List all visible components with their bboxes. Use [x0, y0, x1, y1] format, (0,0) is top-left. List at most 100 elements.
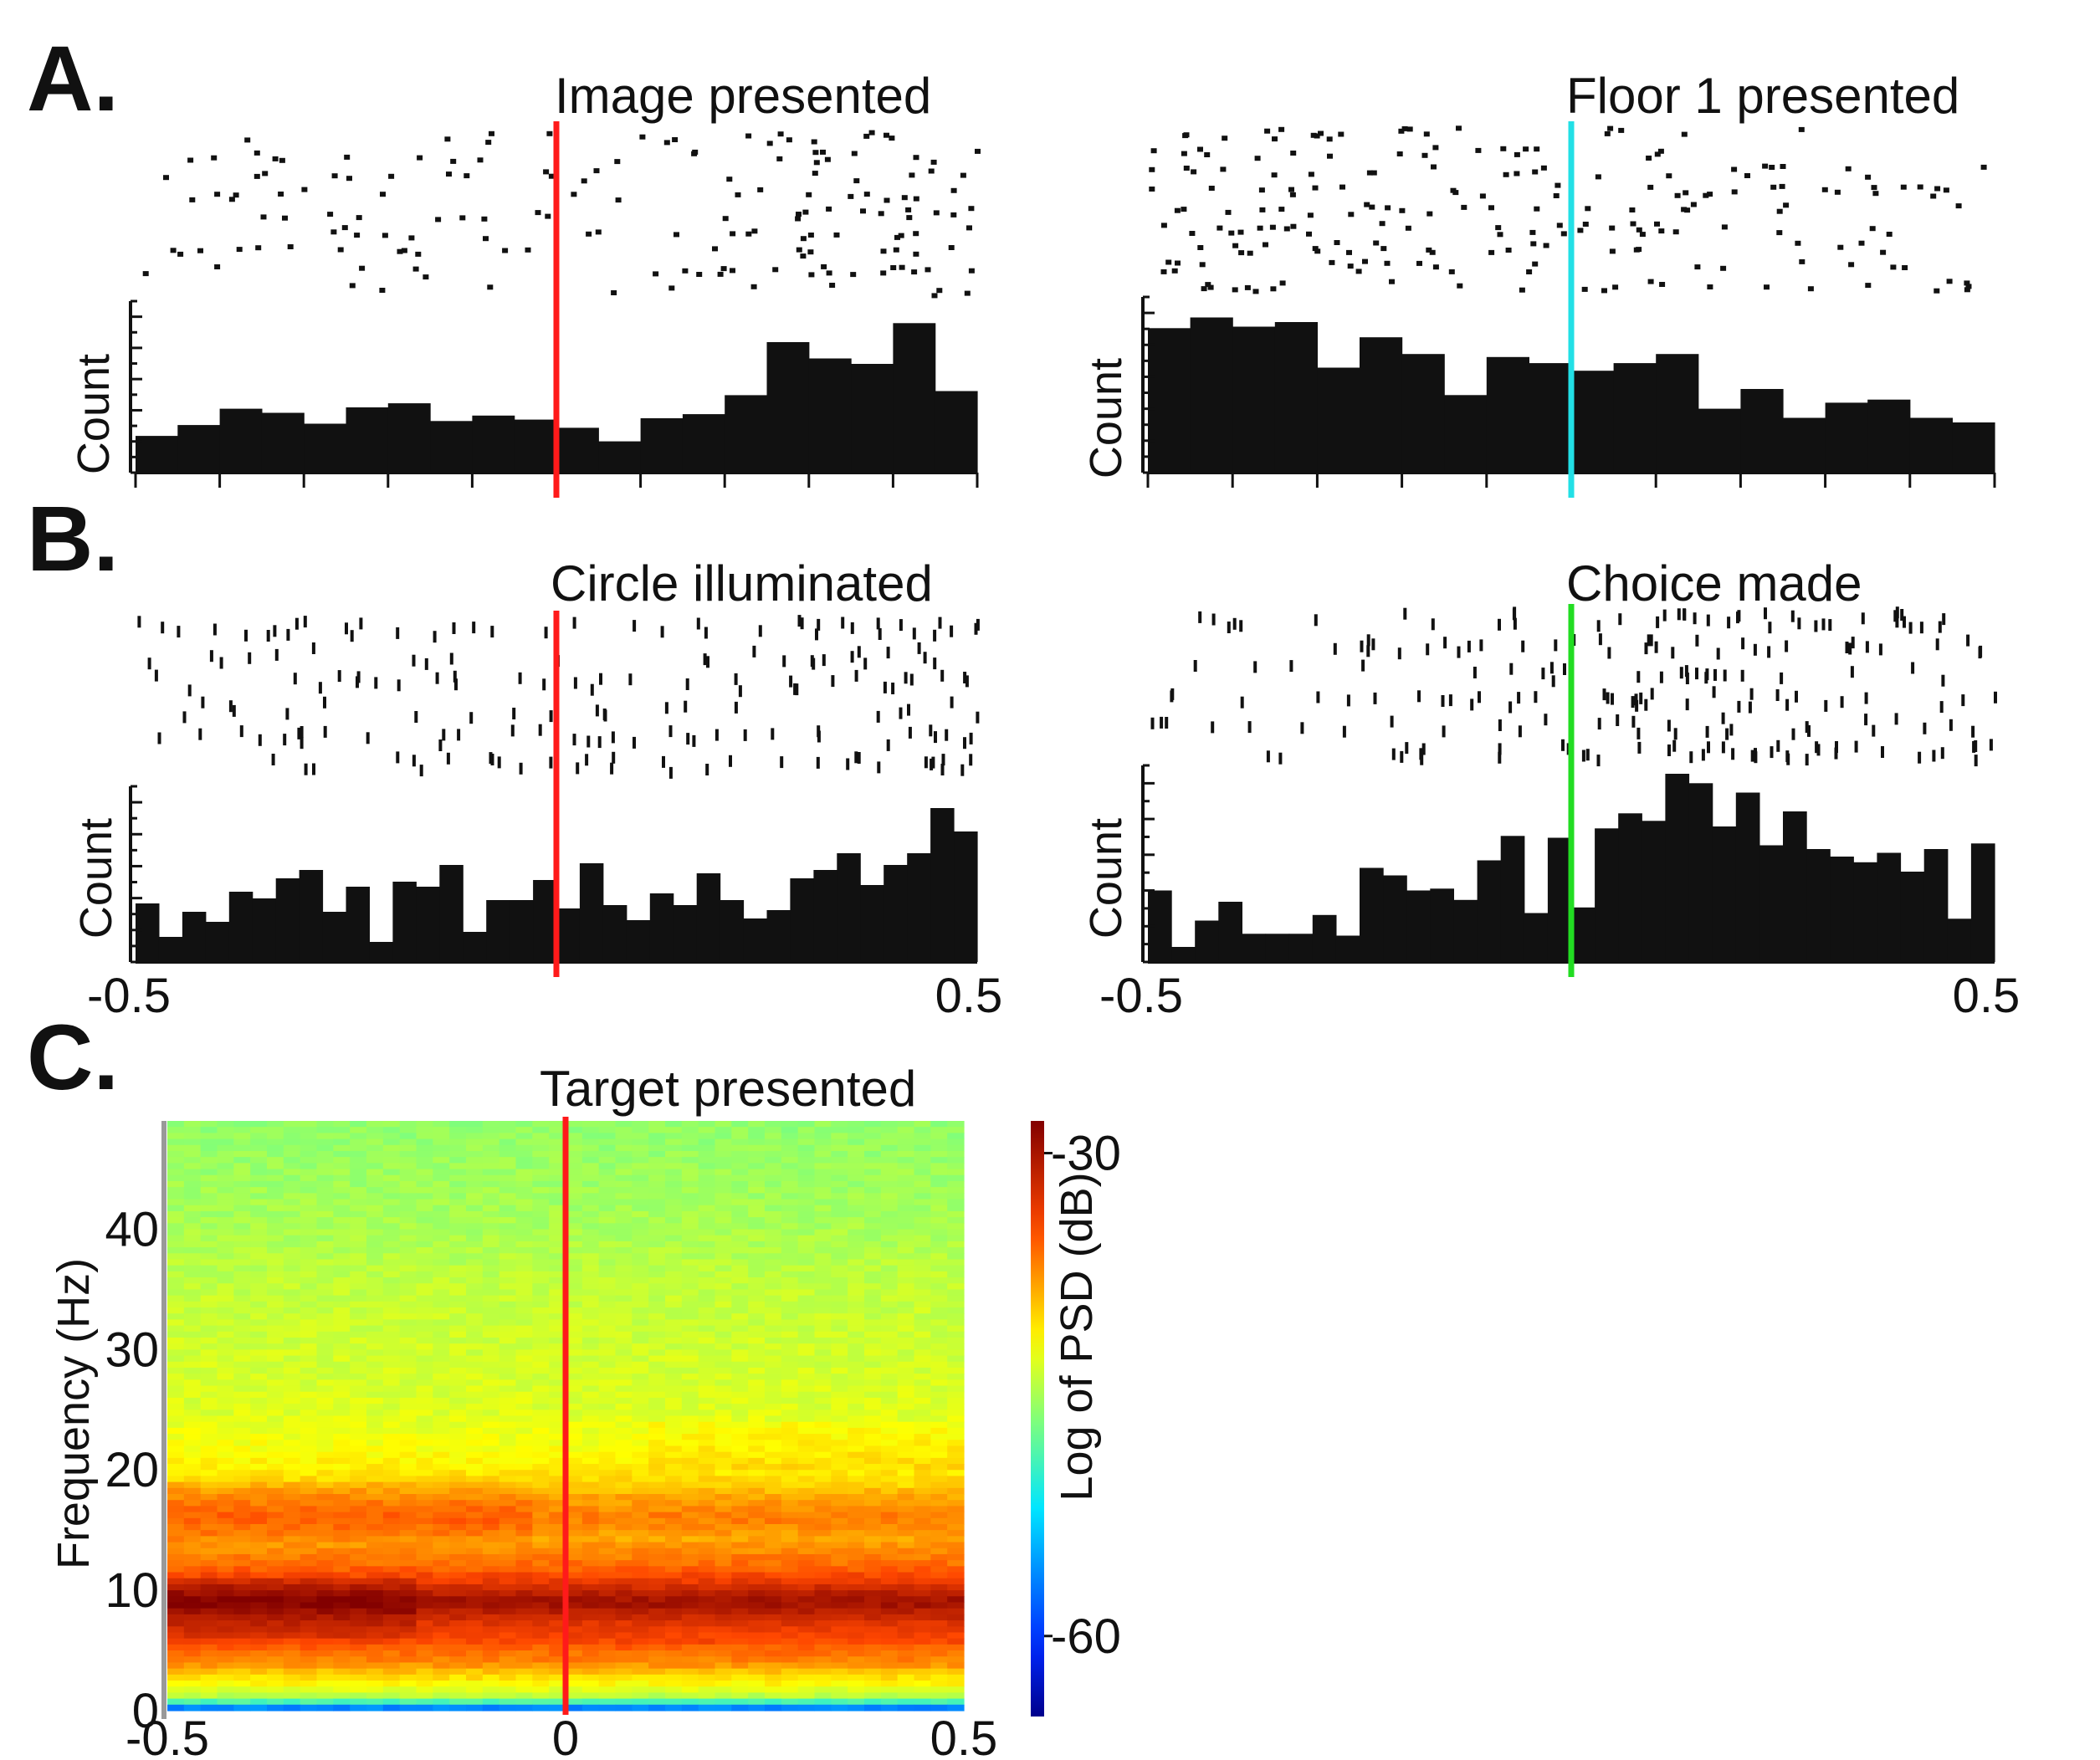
heatmap-cell [947, 1259, 965, 1266]
heatmap-cell [814, 1457, 832, 1465]
spike [1503, 171, 1509, 177]
spike [735, 192, 741, 197]
heatmap-cell [897, 1410, 915, 1417]
heatmap-cell [515, 1133, 533, 1140]
heatmap-cell [515, 1608, 533, 1615]
heatmap-cell [615, 1289, 633, 1297]
heatmap-cell [797, 1133, 816, 1140]
heatmap-cell [897, 1337, 915, 1344]
heatmap-cell [416, 1150, 433, 1158]
heatmap-cell [880, 1331, 899, 1338]
heatmap-cell [399, 1404, 417, 1410]
raster-plot [142, 130, 981, 299]
heatmap-cell [333, 1265, 351, 1272]
heatmap-cell [715, 1506, 732, 1513]
heatmap-cell [814, 1523, 832, 1531]
heatmap-cell [515, 1410, 533, 1417]
heatmap-cell [300, 1241, 318, 1248]
heatmap-cell [947, 1217, 965, 1224]
heatmap-cell [482, 1506, 500, 1513]
heatmap-cell [515, 1187, 533, 1194]
heatmap-cell [183, 1205, 202, 1212]
heatmap-cell [566, 1223, 583, 1230]
spike [909, 673, 914, 686]
spike [1530, 241, 1537, 247]
histogram-bar [346, 407, 389, 473]
heatmap-cell [880, 1536, 899, 1543]
heatmap-cell [864, 1560, 882, 1567]
heatmap-cell [167, 1355, 185, 1363]
heatmap-cell [399, 1578, 417, 1585]
heatmap-cell [449, 1307, 467, 1314]
spike [1479, 193, 1486, 199]
heatmap-cell [399, 1265, 417, 1272]
heatmap-cell [499, 1583, 517, 1591]
heatmap-cell [316, 1487, 334, 1495]
heatmap-cell [416, 1391, 433, 1399]
heatmap-cell [715, 1361, 732, 1369]
heatmap-cell [532, 1265, 550, 1272]
heatmap-cell [947, 1121, 965, 1128]
heatmap-cell [233, 1517, 251, 1525]
heatmap-cell [781, 1464, 799, 1471]
heatmap-cell [233, 1512, 251, 1519]
heatmap-cell [482, 1174, 500, 1182]
heatmap-cell [781, 1517, 799, 1525]
heatmap-cell [781, 1205, 799, 1212]
heatmap-cell [914, 1223, 931, 1230]
heatmap-cell [665, 1138, 683, 1146]
histogram-bar [626, 920, 651, 962]
heatmap-cell [781, 1235, 799, 1242]
heatmap-cell [366, 1325, 384, 1333]
heatmap-cell [748, 1434, 766, 1440]
heatmap-cell [267, 1512, 284, 1519]
heatmap-cell [382, 1283, 401, 1291]
spike [1731, 166, 1738, 172]
heatmap-cell [283, 1590, 301, 1597]
histogram-bar [252, 898, 277, 962]
heatmap-cell [366, 1337, 384, 1344]
heatmap-cell [715, 1590, 732, 1597]
heatmap-cell [698, 1229, 716, 1236]
heatmap-cell [366, 1608, 384, 1615]
heatmap-cell [615, 1464, 633, 1471]
heatmap-cell [748, 1367, 766, 1374]
heatmap-cell [366, 1374, 384, 1380]
heatmap-cell [715, 1223, 732, 1230]
heatmap-cell [350, 1481, 367, 1489]
heatmap-cell [382, 1481, 401, 1489]
heatmap-cell [482, 1265, 500, 1272]
heatmap-cell [897, 1349, 915, 1357]
heatmap-cell [930, 1180, 948, 1188]
heatmap-cell [665, 1374, 683, 1380]
heatmap-cell [300, 1523, 318, 1531]
heatmap-cell [665, 1572, 683, 1579]
heatmap-cell [748, 1427, 766, 1435]
spike [800, 617, 804, 630]
spike [1911, 662, 1915, 674]
heatmap-cell [549, 1374, 566, 1380]
heatmap-cell [333, 1343, 351, 1350]
spike [1290, 223, 1297, 229]
heatmap-cell [615, 1517, 633, 1525]
heatmap-cell [399, 1542, 417, 1549]
heatmap-cell [300, 1391, 318, 1399]
heatmap-cell [748, 1253, 766, 1261]
heatmap-cell [748, 1271, 766, 1278]
spike [1532, 169, 1539, 175]
heatmap-cell [515, 1397, 533, 1404]
heatmap-cell [648, 1445, 666, 1453]
heatmap-cell [648, 1187, 666, 1194]
heatmap-cell [200, 1144, 218, 1152]
spike [1269, 224, 1276, 230]
heatmap-cell [598, 1271, 617, 1278]
heatmap-cell [466, 1331, 484, 1338]
heatmap-cell [731, 1313, 749, 1320]
heatmap-cell [598, 1265, 617, 1272]
heatmap-cell [598, 1445, 617, 1453]
heatmap-cell [681, 1313, 699, 1320]
heatmap-cell [300, 1494, 318, 1501]
heatmap-cell [200, 1427, 218, 1435]
heatmap-cell [382, 1464, 401, 1471]
spike [1858, 240, 1865, 246]
